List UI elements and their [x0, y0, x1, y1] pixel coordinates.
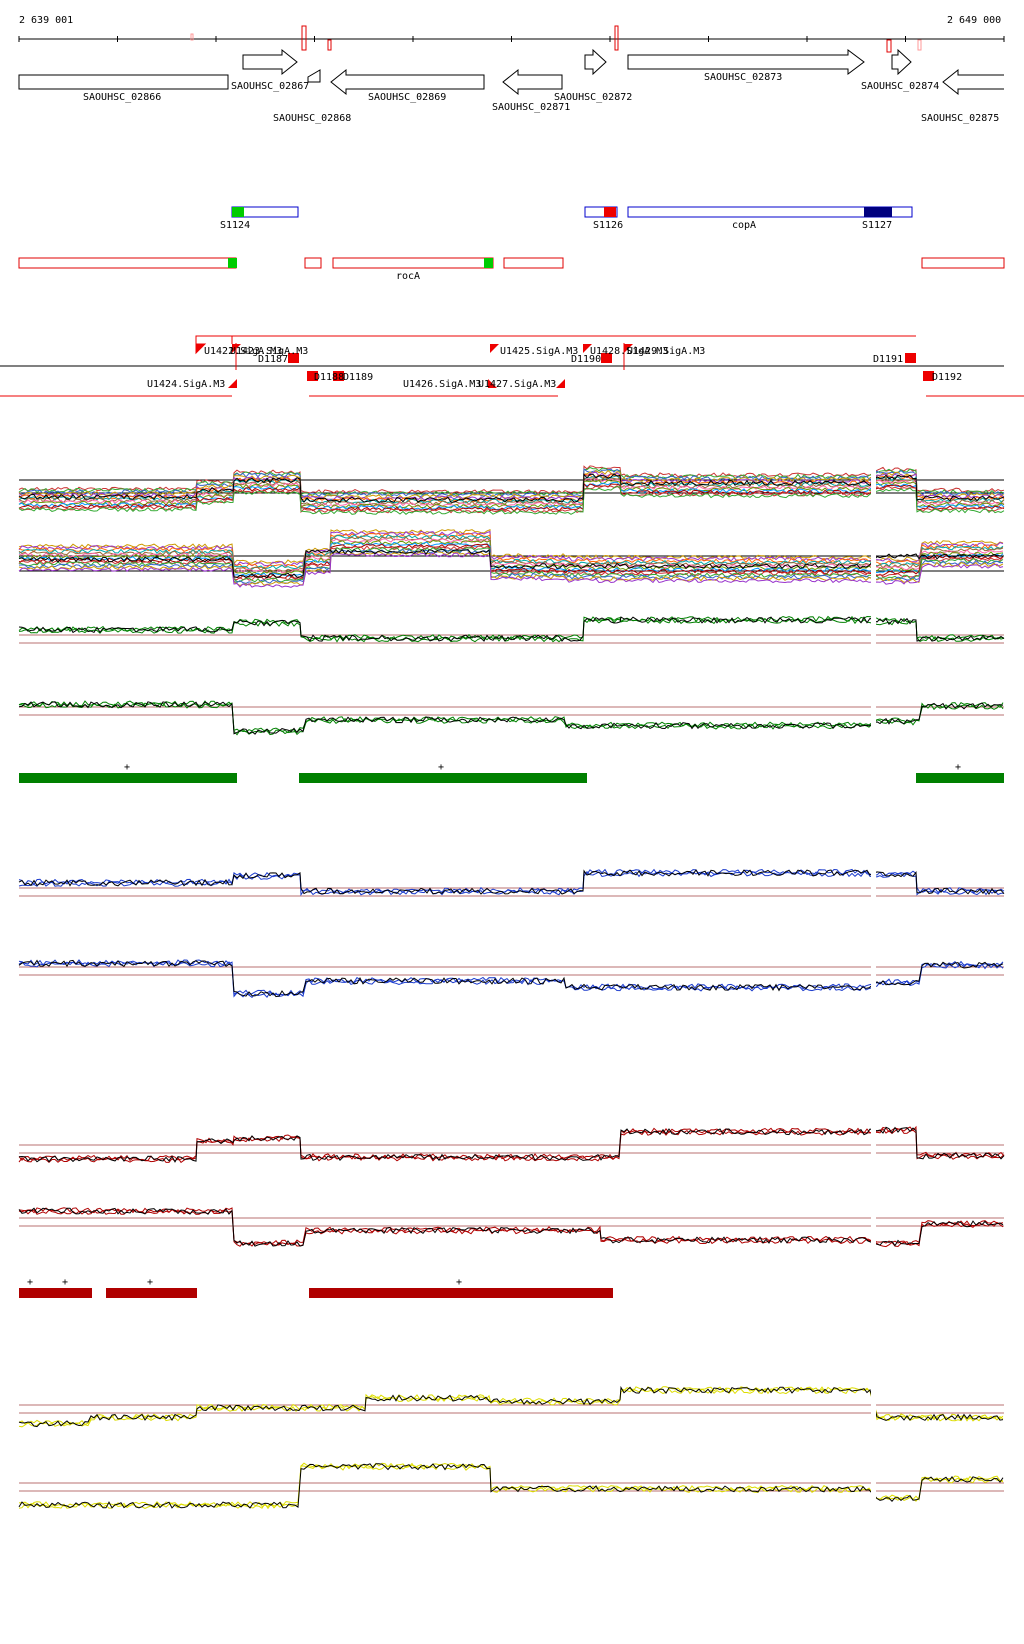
- feature-roca-label: rocA: [396, 271, 420, 282]
- minus-feature-1-marker: [228, 258, 237, 268]
- segment-bar[interactable]: [299, 773, 587, 783]
- gene-02869-shape[interactable]: [330, 68, 485, 96]
- feature-s1126-label: S1126: [593, 220, 623, 231]
- downshift-label-1188[interactable]: D1188: [314, 372, 344, 383]
- upshift-label-1426[interactable]: U1426.SigA.M3: [403, 379, 481, 390]
- gap-column: [871, 458, 876, 1498]
- shift-track: U1422.SigA.M3 U1423.SigA.M3 U1424.SigA.M…: [0, 335, 1024, 397]
- gene-02868-label: SAOUHSC_02868: [273, 113, 351, 124]
- minus-feature-4[interactable]: [921, 257, 1005, 269]
- segment-bars-red: + + + +: [19, 1277, 613, 1298]
- feature-s1126-end: [604, 207, 616, 217]
- segment-plus-sign: +: [147, 1277, 153, 1288]
- gene-02873-shape[interactable]: [627, 49, 865, 75]
- segment-plus-sign: +: [27, 1277, 33, 1288]
- minus-feature-2[interactable]: [304, 257, 322, 269]
- gene-02872-label: SAOUHSC_02872: [554, 92, 632, 103]
- segment-bar[interactable]: [106, 1288, 197, 1298]
- downshift-label-1191[interactable]: D1191: [873, 354, 903, 365]
- coordinate-ruler: 2 639 001 2 649 000: [18, 15, 1005, 53]
- gene-02873-label: SAOUHSC_02873: [704, 72, 782, 83]
- minus-feature-3[interactable]: [503, 257, 564, 269]
- segment-bar[interactable]: [916, 773, 1004, 783]
- gene-02869-label: SAOUHSC_02869: [368, 92, 446, 103]
- upshift-label-1425[interactable]: U1425.SigA.M3: [500, 346, 578, 357]
- feature-s1124-label: S1124: [220, 220, 250, 231]
- feature-roca-marker: [484, 258, 493, 268]
- gene-02874-label: SAOUHSC_02874: [861, 81, 939, 92]
- segment-bars-green: + + +: [19, 762, 1004, 783]
- segment-plus-sign: +: [456, 1277, 462, 1288]
- gene-02875-shape[interactable]: [942, 68, 1004, 96]
- segment-plus-sign: +: [955, 762, 961, 773]
- gene-02872-shape[interactable]: [584, 48, 607, 76]
- segment-plus-sign: +: [438, 762, 444, 773]
- gene-02874-shape[interactable]: [891, 48, 912, 76]
- gene-02867-shape[interactable]: [242, 48, 298, 76]
- downshift-label-1190[interactable]: D1190: [571, 354, 601, 365]
- plus-annotation-track: S1124 S1126 copA S1127: [220, 206, 913, 231]
- upshift-label-1424[interactable]: U1424.SigA.M3: [147, 379, 225, 390]
- gene-02871-label: SAOUHSC_02871: [492, 102, 570, 113]
- downshift-label-1187[interactable]: D1187: [258, 354, 288, 365]
- condition-tracks-pairs: [18, 615, 1005, 1510]
- downshift-label-1189[interactable]: D1189: [343, 372, 373, 383]
- minus-feature-1[interactable]: [18, 257, 237, 269]
- feature-s1127-label: S1127: [862, 220, 892, 231]
- gene-track: SAOUHSC_02866 SAOUHSC_02867 SAOUHSC_0286…: [18, 48, 1004, 124]
- upshift-label-1429[interactable]: U1429.SigA.M3: [627, 346, 705, 357]
- segment-plus-sign: +: [124, 762, 130, 773]
- feature-copa-box[interactable]: [627, 206, 913, 218]
- upshift-label-1423[interactable]: U1423.SigA.M3: [230, 346, 308, 357]
- gene-02871-shape[interactable]: [502, 68, 563, 96]
- upshift-label-1428[interactable]: U1428.SigA.M3: [590, 346, 668, 357]
- gene-02866-shape[interactable]: [18, 74, 229, 90]
- feature-s1126-box[interactable]: [584, 206, 618, 218]
- feature-s1127-box[interactable]: [864, 207, 892, 217]
- upshift-label-1427[interactable]: U1427.SigA.M3: [478, 379, 556, 390]
- gene-02866-label: SAOUHSC_02866: [83, 92, 161, 103]
- feature-copa-label: copA: [732, 220, 756, 231]
- segment-plus-sign: +: [62, 1277, 68, 1288]
- segment-bar[interactable]: [309, 1288, 613, 1298]
- coord-start: 2 639 001: [19, 15, 73, 26]
- gene-02875-label: SAOUHSC_02875: [921, 113, 999, 124]
- minus-annotation-track: rocA: [18, 257, 1005, 282]
- feature-roca-box[interactable]: [332, 257, 494, 269]
- segment-bar[interactable]: [19, 1288, 92, 1298]
- segment-bar[interactable]: [19, 773, 237, 783]
- downshift-label-1192[interactable]: D1192: [932, 372, 962, 383]
- coord-end: 2 649 000: [947, 15, 1001, 26]
- upshift-label-1422[interactable]: U1422.SigA.M3: [204, 346, 282, 357]
- gene-02868-shape[interactable]: [307, 69, 321, 83]
- feature-s1124-start: [232, 207, 244, 217]
- gene-02867-label: SAOUHSC_02867: [231, 81, 309, 92]
- condition-tracks-multicolor: [18, 465, 1005, 588]
